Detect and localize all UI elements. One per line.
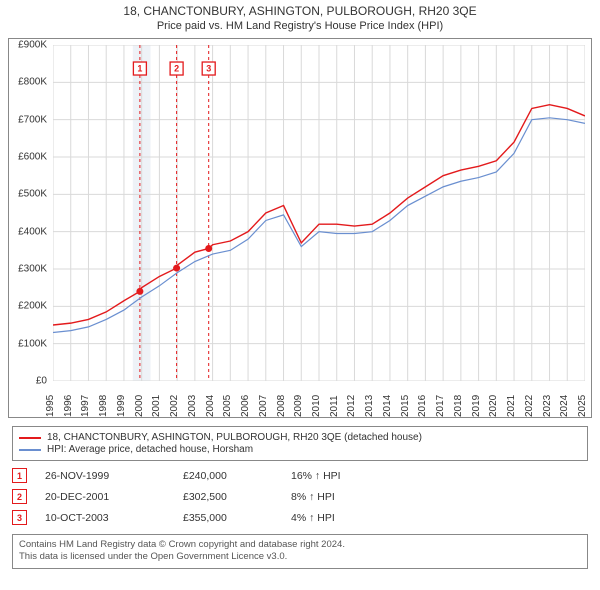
transaction-row: 1 26-NOV-1999 £240,000 16% ↑ HPI	[12, 465, 588, 486]
transaction-diff: 16% ↑ HPI	[291, 470, 381, 482]
y-tick-label: £900K	[18, 40, 47, 51]
x-tick-label: 1999	[116, 395, 127, 417]
x-tick-label: 2004	[205, 395, 216, 417]
transaction-row: 3 10-OCT-2003 £355,000 4% ↑ HPI	[12, 507, 588, 528]
svg-text:1: 1	[137, 64, 142, 74]
x-tick-label: 2011	[329, 395, 340, 417]
chart-title-address: 18, CHANCTONBURY, ASHINGTON, PULBOROUGH,…	[0, 4, 600, 18]
transaction-diff: 8% ↑ HPI	[291, 491, 381, 503]
y-tick-label: £500K	[18, 189, 47, 200]
legend-label: HPI: Average price, detached house, Hors…	[47, 444, 253, 455]
transaction-price: £302,500	[183, 491, 273, 503]
legend-swatch	[19, 449, 41, 451]
x-tick-label: 2025	[577, 395, 588, 417]
x-tick-label: 2008	[276, 395, 287, 417]
x-tick-label: 2020	[488, 395, 499, 417]
chart-svg: 1 2 3	[53, 45, 585, 381]
x-tick-label: 2009	[293, 395, 304, 417]
legend-item: HPI: Average price, detached house, Hors…	[19, 444, 581, 455]
footer-line1: Contains HM Land Registry data © Crown c…	[19, 539, 581, 551]
x-tick-label: 1998	[98, 395, 109, 417]
y-axis-labels: £0£100K£200K£300K£400K£500K£600K£700K£80…	[9, 45, 51, 381]
x-tick-label: 2017	[435, 395, 446, 417]
y-tick-label: £100K	[18, 338, 47, 349]
y-tick-label: £700K	[18, 114, 47, 125]
transaction-date: 20-DEC-2001	[45, 491, 165, 503]
legend: 18, CHANCTONBURY, ASHINGTON, PULBOROUGH,…	[12, 426, 588, 461]
plot-area: 1 2 3	[53, 45, 585, 381]
x-tick-label: 2018	[453, 395, 464, 417]
transaction-date: 10-OCT-2003	[45, 512, 165, 524]
y-tick-label: £200K	[18, 301, 47, 312]
footer-attribution: Contains HM Land Registry data © Crown c…	[12, 534, 588, 569]
x-tick-label: 2013	[364, 395, 375, 417]
x-tick-label: 2023	[542, 395, 553, 417]
transaction-row: 2 20-DEC-2001 £302,500 8% ↑ HPI	[12, 486, 588, 507]
transaction-marker: 3	[12, 510, 27, 525]
x-tick-label: 2005	[222, 395, 233, 417]
x-tick-label: 2021	[506, 395, 517, 417]
transaction-price: £240,000	[183, 470, 273, 482]
transaction-marker: 2	[12, 489, 27, 504]
x-tick-label: 2003	[187, 395, 198, 417]
transaction-date: 26-NOV-1999	[45, 470, 165, 482]
legend-label: 18, CHANCTONBURY, ASHINGTON, PULBOROUGH,…	[47, 432, 422, 443]
x-tick-label: 2012	[346, 395, 357, 417]
x-tick-label: 2016	[417, 395, 428, 417]
y-tick-label: £300K	[18, 264, 47, 275]
svg-text:2: 2	[174, 64, 179, 74]
legend-item: 18, CHANCTONBURY, ASHINGTON, PULBOROUGH,…	[19, 432, 581, 443]
x-tick-label: 1997	[80, 395, 91, 417]
y-tick-label: £400K	[18, 226, 47, 237]
x-tick-label: 2022	[524, 395, 535, 417]
y-tick-label: £600K	[18, 152, 47, 163]
transaction-price: £355,000	[183, 512, 273, 524]
legend-swatch	[19, 437, 41, 439]
y-tick-label: £800K	[18, 77, 47, 88]
x-axis-labels: 1995199619971998199920002001200220032004…	[53, 383, 585, 417]
x-tick-label: 1996	[63, 395, 74, 417]
x-tick-label: 2014	[382, 395, 393, 417]
transaction-marker: 1	[12, 468, 27, 483]
x-tick-label: 2002	[169, 395, 180, 417]
x-tick-label: 2019	[471, 395, 482, 417]
x-tick-label: 2010	[311, 395, 322, 417]
x-tick-label: 1995	[45, 395, 56, 417]
transactions-table: 1 26-NOV-1999 £240,000 16% ↑ HPI 2 20-DEC-200…	[12, 465, 588, 528]
chart-container: £0 £100K £200K £300K £400K £500K £600K £700K £80…	[8, 38, 592, 418]
svg-text:3: 3	[206, 64, 211, 74]
y-tick-label: £0	[36, 376, 47, 387]
x-tick-label: 2024	[559, 395, 570, 417]
x-tick-label: 2001	[151, 395, 162, 417]
transaction-diff: 4% ↑ HPI	[291, 512, 381, 524]
chart-title-block: 18, CHANCTONBURY, ASHINGTON, PULBOROUGH,…	[0, 0, 600, 34]
x-tick-label: 2007	[258, 395, 269, 417]
x-tick-label: 2000	[134, 395, 145, 417]
chart-title-subtitle: Price paid vs. HM Land Registry's House …	[0, 20, 600, 32]
x-tick-label: 2015	[400, 395, 411, 417]
x-tick-label: 2006	[240, 395, 251, 417]
footer-line2: This data is licensed under the Open Gov…	[19, 551, 581, 563]
